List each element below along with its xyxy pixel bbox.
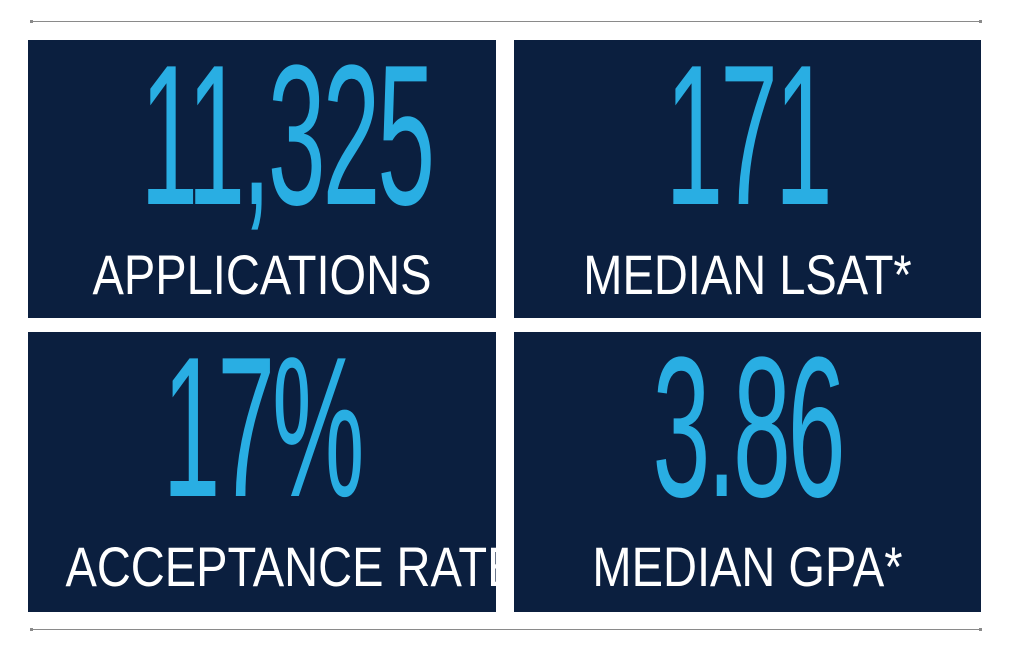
stat-tile-median-lsat: 171 MEDIAN LSAT*	[514, 40, 981, 318]
stat-value: 17%	[162, 332, 365, 539]
stat-value: 11,325	[140, 40, 435, 247]
stat-tile-applications: 11,325 APPLICATIONS	[28, 40, 496, 318]
top-divider	[30, 20, 982, 23]
stat-label: MEDIAN LSAT*	[583, 243, 912, 306]
stat-tile-median-gpa: 3.86 MEDIAN GPA*	[514, 332, 981, 612]
stats-grid: 11,325 APPLICATIONS 171 MEDIAN LSAT* 17%…	[28, 40, 981, 612]
stat-tile-acceptance-rate: 17% ACCEPTANCE RATE	[28, 332, 496, 612]
stat-label: MEDIAN GPA*	[592, 535, 903, 598]
stat-label: APPLICATIONS	[92, 243, 432, 306]
stat-value: 3.86	[652, 332, 846, 539]
stat-value: 171	[665, 40, 832, 247]
stat-label: ACCEPTANCE RATE	[65, 535, 496, 598]
bottom-divider	[30, 628, 982, 631]
